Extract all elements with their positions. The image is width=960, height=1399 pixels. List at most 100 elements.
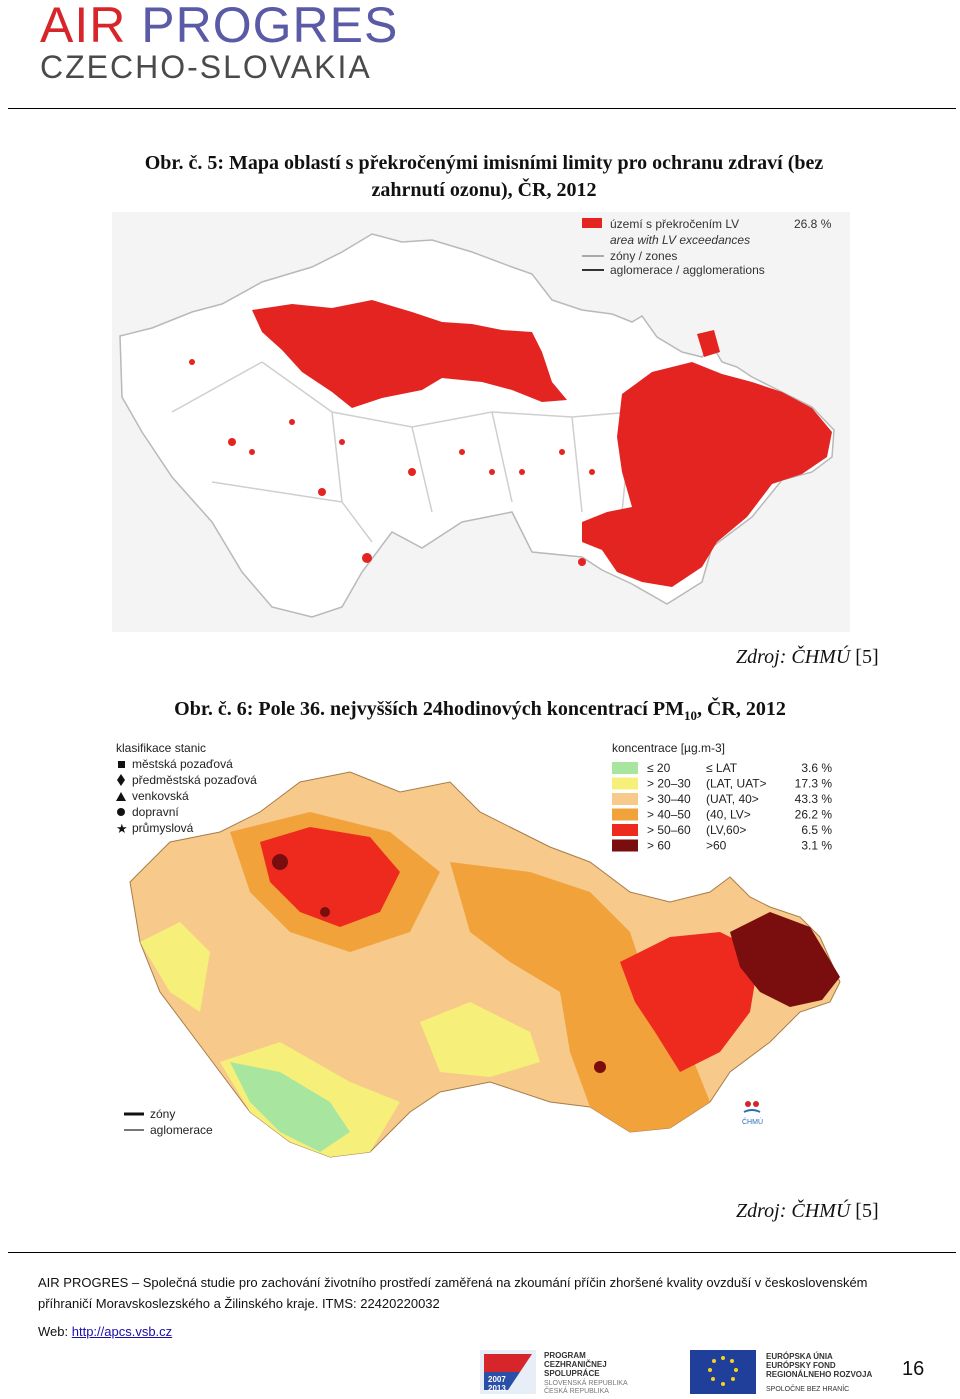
program-logo-years-a: 2007 xyxy=(488,1375,506,1384)
program-logo-line2: CEZHRANIČNEJ xyxy=(544,1360,607,1369)
footer-web: Web: http://apcs.vsb.cz xyxy=(38,1324,172,1339)
pm10-map-svg: klasifikace stanic městská pozaďová před… xyxy=(110,732,848,1188)
conc-legend: ≤ 20 ≤ LAT 3.6 % > 20–30 (LAT, UAT> 17.3 % > 3… xyxy=(612,761,832,853)
eu-fund-logo: EURÓPSKA ÚNIA EURÓPSKY FOND REGIONÁLNEHO… xyxy=(690,1350,890,1394)
conc-legend-desc: (LV,60> xyxy=(706,823,746,837)
figure5-caption-line1: Obr. č. 5: Mapa oblastí s překročenými i… xyxy=(144,152,824,174)
web-label: Web: xyxy=(38,1324,69,1339)
conc-legend-desc: (UAT, 40> xyxy=(706,792,759,806)
conc-legend-swatch xyxy=(612,762,638,774)
program-logo-line5: ČESKÁ REPUBLIKA xyxy=(544,1386,609,1394)
station-legend-item: předměstská pozaďová xyxy=(132,773,257,787)
station-legend-item: dopravní xyxy=(132,805,179,819)
conc-legend-swatch xyxy=(612,808,638,821)
conc-legend-pct: 3.6 % xyxy=(801,761,832,775)
station-legend-item: venkovská xyxy=(132,789,189,803)
conc-legend-range: > 30–40 xyxy=(647,792,691,806)
eu-logo-line1: EURÓPSKA ÚNIA xyxy=(766,1352,833,1361)
figure5-source: Zdroj: ČHMÚ [5] xyxy=(736,646,879,669)
zones-label: zóny xyxy=(150,1107,175,1121)
figure6-caption-sub: 10 xyxy=(683,708,697,723)
exceedance-area-bohemia xyxy=(252,300,567,408)
logo-air-progres: AIR PROGRES xyxy=(40,0,398,50)
program-logo-blue xyxy=(484,1372,520,1390)
conc-legend-desc: (LAT, UAT> xyxy=(706,777,767,791)
exceedance-area-moravia xyxy=(582,362,832,587)
chmu-logo-wave xyxy=(743,1109,761,1113)
figure6-source: Zdroj: ČHMÚ [5] xyxy=(736,1200,879,1223)
program-logo-line1: PROGRAM xyxy=(544,1351,586,1360)
conc-legend-swatch xyxy=(612,824,638,836)
figure6-caption-end: , ČR, 2012 xyxy=(696,698,786,720)
chmu-logo-dot xyxy=(753,1101,759,1107)
footer-line2: příhraničí Moravskoslezského a Žilinskéh… xyxy=(38,1296,440,1311)
eu-logo-line2: EURÓPSKY FOND xyxy=(766,1361,836,1370)
conc-legend-range: > 60 xyxy=(647,839,671,853)
logo-text-progres: PROGRES xyxy=(126,0,399,53)
legend-exceed-cz: území s překročením LV xyxy=(610,217,739,231)
conc-legend-desc: ≤ LAT xyxy=(706,761,738,775)
cross-border-program-logo: 2007 2013 PROGRAM CEZHRANIČNEJ SPOLUPRÁC… xyxy=(480,1350,670,1395)
eu-logo-line3: REGIONÁLNEHO ROZVOJA xyxy=(766,1370,872,1379)
urban-background-icon xyxy=(118,761,125,768)
conc-legend-pct: 17.3 % xyxy=(795,777,833,791)
agglomerations-label: aglomerace xyxy=(150,1123,213,1137)
program-logo-red xyxy=(484,1354,532,1372)
figure6-caption: Obr. č. 6: Pole 36. nejvyšších 24hodinov… xyxy=(100,696,860,729)
eu-logo-svg: EURÓPSKA ÚNIA EURÓPSKY FOND REGIONÁLNEHO… xyxy=(690,1350,872,1394)
conc-legend-range: > 20–30 xyxy=(647,777,691,791)
traffic-icon xyxy=(117,808,125,816)
pm10-hotspots xyxy=(272,854,606,1073)
station-legend-item: průmyslová xyxy=(132,821,194,835)
conc-legend-range: > 40–50 xyxy=(647,808,691,822)
exceedance-dots xyxy=(189,319,595,566)
chmu-logo-dot xyxy=(745,1101,751,1107)
pm10-yellow-west xyxy=(140,922,210,1012)
header-divider xyxy=(8,108,956,109)
conc-legend-desc: (40, LV> xyxy=(706,808,751,822)
conc-legend-swatch xyxy=(612,777,638,790)
footer-divider xyxy=(8,1252,956,1253)
eu-flag-stars xyxy=(708,1356,738,1386)
legend-exceed-percent: 26.8 % xyxy=(794,217,832,231)
logo-text-air: AIR xyxy=(40,0,127,53)
program-logo-line4: SLOVENSKÁ REPUBLIKA xyxy=(544,1378,628,1387)
pm10-red-moravia xyxy=(620,932,760,1072)
figure5-source-ref: [5] xyxy=(855,646,879,668)
figure5-caption-line2: zahrnutí ozonu), ČR, 2012 xyxy=(371,179,597,201)
figure6-caption-main: Obr. č. 6: Pole 36. nejvyšších 24hodinov… xyxy=(174,698,684,720)
legend-agglomerations: aglomerace / agglomerations xyxy=(610,263,765,277)
pm10-map: klasifikace stanic městská pozaďová před… xyxy=(110,732,848,1188)
program-logo-years-b: 2013 xyxy=(488,1384,506,1393)
conc-legend-range: > 50–60 xyxy=(647,823,691,837)
conc-legend-swatch xyxy=(612,793,638,805)
pm10-yellow-central xyxy=(420,1002,540,1077)
chmu-label: ČHMÚ xyxy=(742,1117,763,1126)
page-number: 16 xyxy=(902,1358,925,1380)
exceedance-area-northeast xyxy=(697,330,720,357)
conc-legend-pct: 6.5 % xyxy=(801,823,832,837)
program-logo-line3: SPOLUPRÁCE xyxy=(544,1369,600,1378)
pm10-red-northwest xyxy=(260,827,400,927)
legend-exceed-swatch xyxy=(582,218,602,228)
station-legend-title: klasifikace stanic xyxy=(116,741,206,755)
legend-zones: zóny / zones xyxy=(610,249,677,263)
web-link[interactable]: http://apcs.vsb.cz xyxy=(71,1324,173,1339)
pm10-darkred-ostrava xyxy=(730,912,840,1007)
program-logo-svg: 2007 2013 PROGRAM CEZHRANIČNEJ SPOLUPRÁC… xyxy=(480,1350,628,1395)
conc-legend-range: ≤ 20 xyxy=(647,761,671,775)
figure6-source-text: Zdroj: ČHMÚ xyxy=(736,1200,851,1222)
industrial-icon: ★ xyxy=(116,822,128,837)
exceedance-map-svg: území s překročením LV 26.8 % area with … xyxy=(112,212,850,632)
conc-legend-pct: 26.2 % xyxy=(795,808,833,822)
footer-line1: AIR PROGRES – Společná studie pro zachov… xyxy=(38,1275,868,1290)
footer-description: AIR PROGRES – Společná studie pro zachov… xyxy=(38,1272,918,1314)
pm10-green-south xyxy=(230,1062,350,1152)
figure6-source-ref: [5] xyxy=(855,1200,879,1222)
legend-exceed-en: area with LV exceedances xyxy=(610,233,750,247)
pm10-orange-east xyxy=(450,862,710,1132)
conc-legend-pct: 3.1 % xyxy=(801,839,832,853)
rural-icon xyxy=(116,792,126,801)
conc-legend-title: koncentrace [µg.m-3] xyxy=(612,741,725,755)
suburban-background-icon xyxy=(117,774,125,786)
